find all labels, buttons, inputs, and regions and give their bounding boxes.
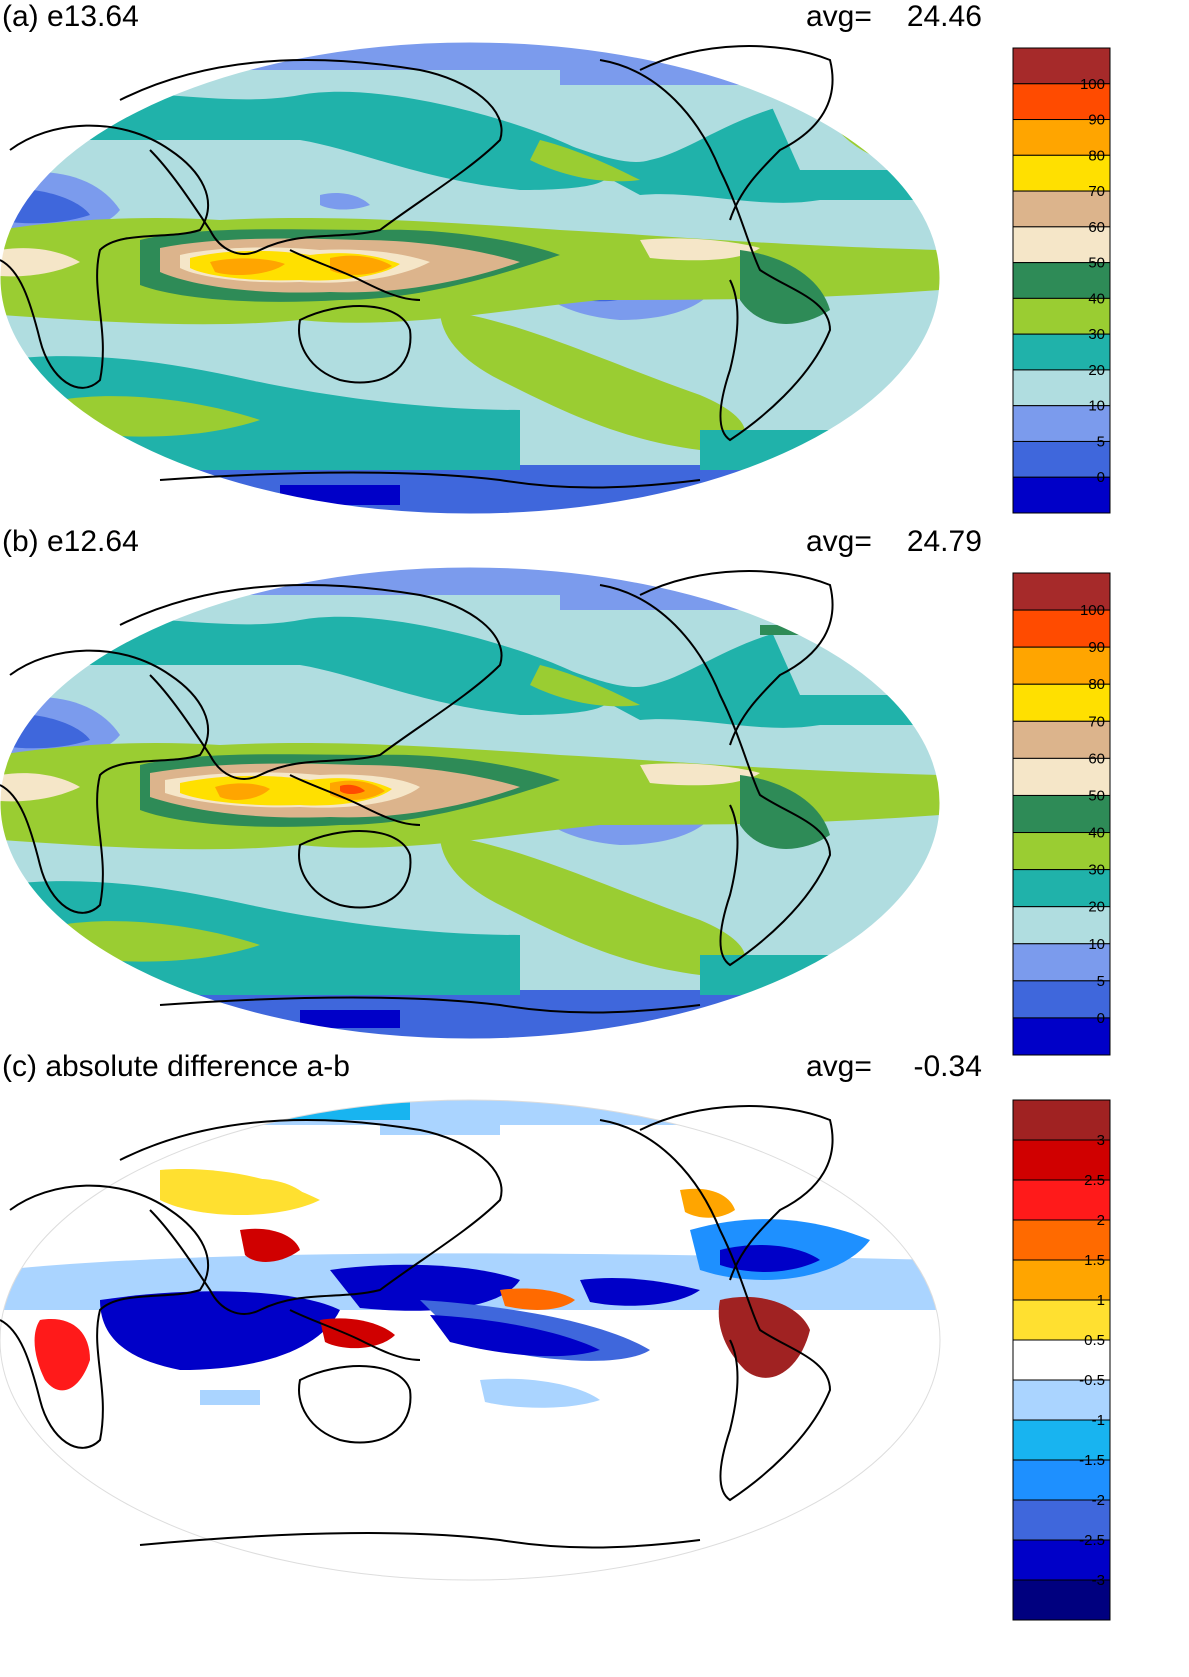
colorbar-tick-label: 1.5 bbox=[1084, 1252, 1105, 1269]
colorbar-swatch bbox=[1012, 720, 1111, 759]
colorbar-swatch bbox=[1012, 869, 1111, 908]
colorbar-tick-label: -3 bbox=[1092, 1572, 1105, 1589]
colorbar-swatch bbox=[1012, 572, 1111, 611]
panel-c: (c) absolute difference a-b avg= -0.34 bbox=[0, 1050, 1189, 1670]
colorbar-swatch bbox=[1012, 190, 1111, 228]
colorbar-tick-label: 90 bbox=[1088, 639, 1105, 656]
colorbar-swatch bbox=[1012, 226, 1111, 264]
colorbar-tick-label: 1 bbox=[1097, 1292, 1105, 1309]
colorbar-swatch bbox=[1012, 1419, 1111, 1461]
colorbar-swatch bbox=[1012, 1219, 1111, 1261]
colorbar-swatch bbox=[1012, 794, 1111, 834]
colorbar-tick-label: 60 bbox=[1088, 219, 1105, 236]
colorbar-swatch bbox=[1012, 980, 1111, 1019]
colorbar-swatch bbox=[1012, 476, 1111, 514]
colorbar-swatch bbox=[1012, 405, 1111, 442]
colorbar-tick-label: 20 bbox=[1088, 362, 1105, 379]
colorbar-tick-label: 50 bbox=[1088, 787, 1105, 804]
difference-field-c bbox=[0, 1100, 940, 1580]
colorbar-swatch bbox=[1012, 1299, 1111, 1341]
colorbar-swatch bbox=[1012, 83, 1111, 121]
colorbar-swatch bbox=[1012, 609, 1111, 648]
panel-average: avg= 24.46 bbox=[806, 0, 982, 34]
colorbar-swatch bbox=[1012, 943, 1111, 982]
colorbar-tick-label: 5 bbox=[1097, 973, 1105, 990]
colorbar-swatch bbox=[1012, 154, 1111, 192]
avg-label: avg= bbox=[806, 525, 872, 558]
panel-b: (b) e12.64 avg= 24.79 bbox=[0, 525, 1189, 1056]
map-c bbox=[0, 1099, 941, 1581]
colorbar-tick-label: 0.5 bbox=[1084, 1332, 1105, 1349]
coastlines-c bbox=[0, 1105, 834, 1549]
avg-value: 24.79 bbox=[906, 525, 982, 558]
coastlines-b bbox=[0, 570, 834, 1014]
colorbar-tick-label: 2 bbox=[1097, 1212, 1105, 1229]
colorbar-tick-label: 0 bbox=[1097, 469, 1105, 486]
panel-a: (a) e13.64 avg= 24.46 bbox=[0, 0, 1189, 520]
panel-title: (a) e13.64 bbox=[2, 0, 139, 33]
panel-average: avg= 24.79 bbox=[806, 525, 982, 559]
colorbar-swatch bbox=[1012, 1099, 1111, 1141]
colorbar-swatch bbox=[1012, 1259, 1111, 1301]
avg-value: -0.34 bbox=[913, 1050, 982, 1083]
map-a bbox=[0, 41, 941, 515]
colorbar-swatch bbox=[1012, 1459, 1111, 1501]
colorbar-swatch bbox=[1012, 119, 1111, 156]
colorbar-tick-label: 70 bbox=[1088, 183, 1105, 200]
colorbar-tick-label: 80 bbox=[1088, 147, 1105, 164]
colorbar-swatch bbox=[1012, 646, 1111, 685]
colorbar-tick-label: 40 bbox=[1088, 290, 1105, 307]
panel-title: (b) e12.64 bbox=[2, 525, 139, 558]
avg-label: avg= bbox=[806, 1050, 872, 1083]
colorbar-swatch bbox=[1012, 1139, 1111, 1181]
panel-average: avg= -0.34 bbox=[806, 1050, 982, 1084]
colorbar-tick-label: 10 bbox=[1088, 398, 1105, 415]
colorbar-tick-label: -2.5 bbox=[1079, 1532, 1105, 1549]
colorbar-tick-label: 3 bbox=[1097, 1132, 1105, 1149]
colorbar-tick-label: 70 bbox=[1088, 713, 1105, 730]
colorbar-swatch bbox=[1012, 832, 1111, 871]
colorbar-tick-label: 100 bbox=[1080, 76, 1105, 93]
colorbar-swatch bbox=[1012, 757, 1111, 796]
colorbar-tick-label: 2.5 bbox=[1084, 1172, 1105, 1189]
colorbar-tick-label: 0 bbox=[1097, 1010, 1105, 1027]
colorbar-tick-label: 90 bbox=[1088, 112, 1105, 129]
colorbar-swatch bbox=[1012, 297, 1111, 335]
colorbar-swatch bbox=[1012, 1339, 1111, 1381]
colorbar-tick-label: 100 bbox=[1080, 602, 1105, 619]
colorbar-tick-label: 10 bbox=[1088, 936, 1105, 953]
colorbar-tick-label: -0.5 bbox=[1079, 1372, 1105, 1389]
colorbar-tick-label: 60 bbox=[1088, 750, 1105, 767]
colorbar-swatch bbox=[1012, 47, 1111, 85]
colorbar-tick-label: -2 bbox=[1092, 1492, 1105, 1509]
colorbar-swatch bbox=[1012, 369, 1111, 407]
colorbar-tick-label: 5 bbox=[1097, 433, 1105, 450]
colorbar-tick-label: 50 bbox=[1088, 255, 1105, 272]
colorbar-c: 3 2.5 2 1.5 1 0.5 -0.5 -1 -1.5 -2 -2.5 -3 bbox=[1012, 1099, 1111, 1621]
colorbar-swatch bbox=[1012, 262, 1111, 299]
colorbar-swatch bbox=[1012, 1579, 1111, 1621]
colorbar-tick-label: 30 bbox=[1088, 862, 1105, 879]
panel-title: (c) absolute difference a-b bbox=[2, 1050, 350, 1083]
colorbar-tick-label: -1.5 bbox=[1079, 1452, 1105, 1469]
colorbar-swatch bbox=[1012, 906, 1111, 945]
colorbar-swatch bbox=[1012, 1179, 1111, 1221]
avg-label: avg= bbox=[806, 0, 872, 33]
avg-value: 24.46 bbox=[906, 0, 982, 33]
map-b bbox=[0, 566, 941, 1040]
colorbar-tick-label: 40 bbox=[1088, 825, 1105, 842]
colorbar-swatch bbox=[1012, 333, 1111, 371]
colorbar-swatch bbox=[1012, 1539, 1111, 1581]
colorbar-swatch bbox=[1012, 1017, 1111, 1056]
colorbar-tick-label: 20 bbox=[1088, 899, 1105, 916]
colorbar-swatch bbox=[1012, 440, 1111, 478]
coastlines-a bbox=[0, 45, 834, 489]
colorbar-swatch bbox=[1012, 683, 1111, 722]
colorbar-tick-label: -1 bbox=[1092, 1412, 1105, 1429]
colorbar-tick-label: 30 bbox=[1088, 326, 1105, 343]
colorbar-tick-label: 80 bbox=[1088, 676, 1105, 693]
